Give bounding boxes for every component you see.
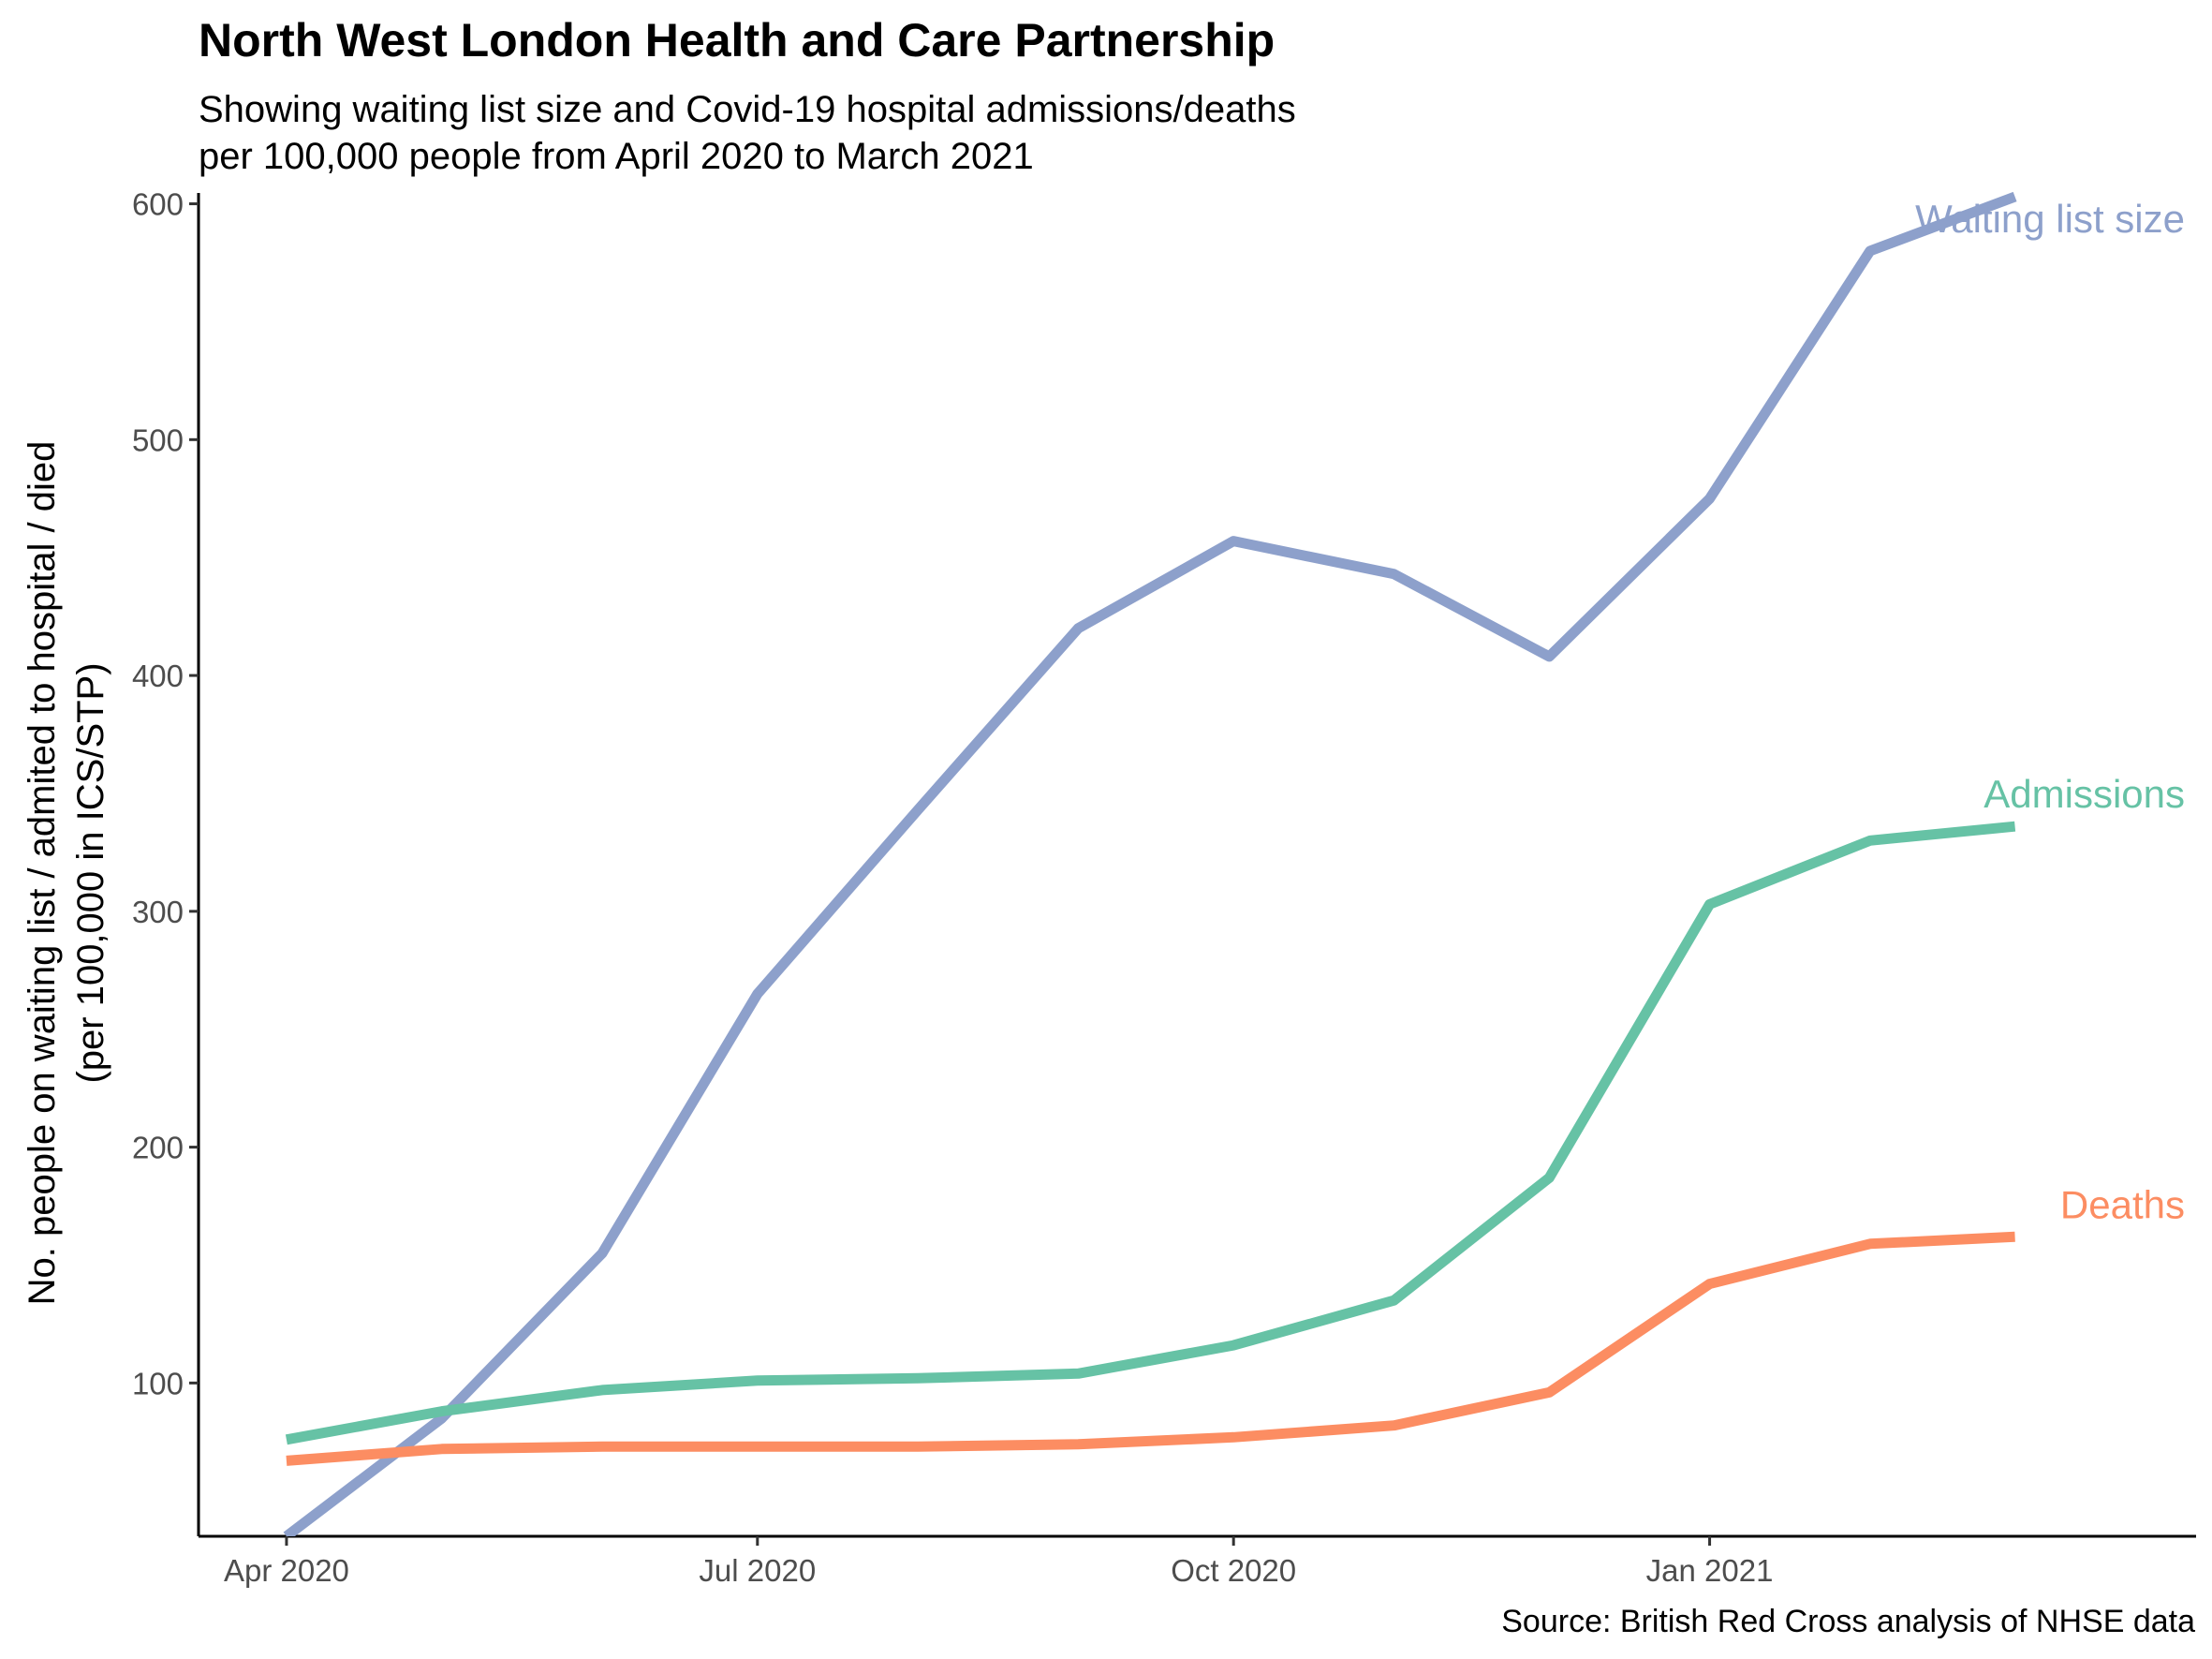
- x-tick-label: Jan 2021: [1646, 1553, 1774, 1588]
- y-tick-label: 500: [132, 422, 184, 457]
- series-label-waiting-list-size: Waiting list size: [1915, 197, 2185, 241]
- series-label-deaths: Deaths: [2060, 1182, 2185, 1226]
- chart-title: North West London Health and Care Partne…: [199, 14, 1276, 67]
- y-tick-label: 100: [132, 1366, 184, 1400]
- source-caption: Source: British Red Cross analysis of NH…: [1501, 1604, 2195, 1639]
- subtitle-line-1: Showing waiting list size and Covid-19 h…: [199, 89, 1296, 130]
- series-label-admissions: Admissions: [1983, 772, 2185, 816]
- x-tick-label: Apr 2020: [224, 1553, 349, 1588]
- x-tick-label: Oct 2020: [1171, 1553, 1296, 1588]
- series-labels: Waiting list size Admissions Deaths: [1915, 197, 2185, 1226]
- y-tick-label: 600: [132, 187, 184, 222]
- y-tick-label: 300: [132, 895, 184, 929]
- series-lines: [283, 191, 2017, 1536]
- chart-subtitle: Showing waiting list size and Covid-19 h…: [199, 86, 1296, 180]
- y-tick-label: 200: [132, 1131, 184, 1165]
- y-axis-title-line-2: (per 100,000 in ICS/STP): [70, 662, 111, 1083]
- y-axis-title-line-1: No. people on waiting list / admited to …: [22, 441, 63, 1306]
- x-tick-label: Jul 2020: [699, 1553, 816, 1588]
- series-line-deaths: [286, 1231, 2015, 1466]
- y-tick-label: 400: [132, 659, 184, 693]
- subtitle-line-2: per 100,000 people from April 2020 to Ma…: [199, 136, 1034, 177]
- axes: 100 200 300 400 500 600 Apr 2020 Jul 2020 Oct 20…: [132, 187, 2196, 1588]
- series-line-admissions: [285, 821, 2016, 1445]
- series-line-waiting-list-size: [283, 191, 2017, 1536]
